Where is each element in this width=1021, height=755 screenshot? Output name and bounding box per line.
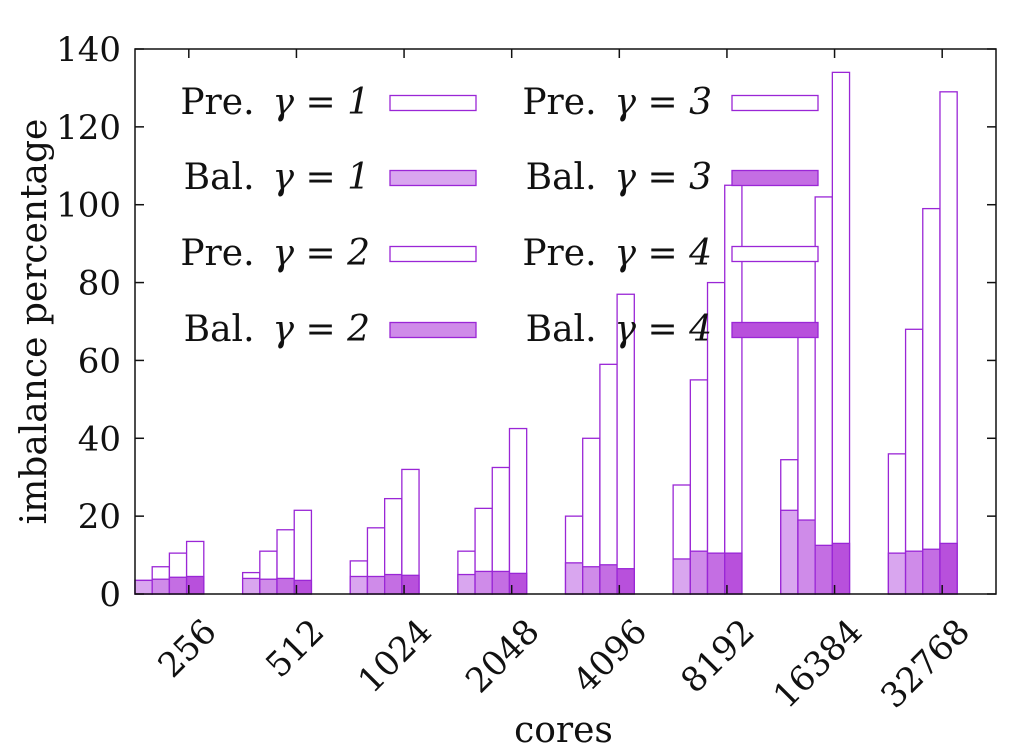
bar-bal-gamma1-1024 [349, 575, 369, 595]
legend-entry-label: Pre. γ = 2 [180, 233, 370, 274]
legend-swatch [389, 245, 477, 263]
bar-pre-gamma4-2048 [508, 427, 528, 595]
bar-bal-gamma3-32768 [922, 548, 941, 595]
legend-swatch [731, 94, 819, 112]
y-tick-label: 100 [56, 186, 121, 226]
x-tick-label: 2048 [458, 612, 547, 701]
x-tick-label: 4096 [566, 612, 655, 701]
bar-bal-gamma1-256 [134, 579, 153, 595]
bar-bal-gamma2-1024 [366, 575, 386, 595]
bar-bal-gamma3-512 [276, 577, 295, 595]
legend-swatch [731, 321, 819, 339]
legend-entry-label: Pre. γ = 1 [180, 82, 370, 123]
y-tick-label: 60 [78, 341, 121, 381]
legend-entry-label: Bal. γ = 4 [526, 309, 712, 350]
y-tick-label: 40 [78, 419, 121, 459]
bar-bal-gamma1-32768 [887, 552, 907, 595]
x-tick-label: 8192 [673, 612, 762, 701]
bar-bal-gamma1-16384 [780, 509, 799, 595]
legend-entry-label: Pre. γ = 3 [522, 82, 712, 123]
bar-bal-gamma3-256 [168, 576, 188, 595]
bar-pre-gamma3-32768 [922, 207, 941, 595]
bar-pre-gamma4-16384 [831, 71, 851, 595]
bar-bal-gamma3-16384 [814, 544, 834, 595]
bar-bal-gamma2-8192 [689, 550, 709, 595]
legend-swatch [731, 169, 819, 187]
bar-bal-gamma1-8192 [672, 558, 691, 595]
legend: Pre. γ = 1 Bal. γ = 1 Pre. γ = 2 Bal. γ = 2 Pre.… [180, 82, 819, 350]
x-axis-label: cores [514, 710, 613, 751]
legend-entry-label: Bal. γ = 1 [184, 157, 370, 198]
x-tick-label: 32768 [873, 612, 978, 717]
bar-bal-gamma2-256 [151, 578, 171, 595]
bar-bal-gamma2-2048 [474, 570, 493, 595]
bar-bal-gamma1-2048 [457, 573, 476, 595]
legend-entry-label: Bal. γ = 2 [184, 309, 370, 350]
legend-swatch [731, 245, 819, 263]
y-tick-label: 140 [56, 30, 121, 70]
x-tick-label: 16384 [766, 612, 871, 717]
axes-layer: 0 20 40 60 80 100 120 140 256 512 1024 2048 4096 8192… [56, 30, 997, 717]
bar-bal-gamma3-2048 [491, 570, 511, 595]
axis-labels: cores imbalance percentage [14, 119, 613, 751]
bar-bal-gamma2-512 [259, 578, 278, 595]
x-tick-label: 512 [258, 612, 332, 686]
bar-bal-gamma3-4096 [599, 564, 618, 595]
legend-swatch [389, 94, 477, 112]
bar-pre-gamma3-4096 [599, 363, 618, 595]
y-tick-label: 80 [78, 264, 121, 304]
y-axis-label: imbalance percentage [14, 119, 55, 525]
bar-bal-gamma1-4096 [564, 562, 584, 595]
legend-entry-label: Bal. γ = 3 [526, 157, 712, 198]
y-tick-label: 120 [56, 108, 121, 148]
bar-bal-gamma2-4096 [582, 566, 601, 595]
plot-frame [134, 48, 997, 595]
legend-swatch [389, 321, 477, 339]
x-tick-label: 256 [151, 612, 225, 686]
x-tick-label: 1024 [350, 612, 439, 701]
y-tick-label: 0 [99, 575, 121, 615]
bar-bal-gamma1-512 [241, 577, 261, 595]
bar-bal-gamma2-32768 [904, 550, 924, 595]
bar-pre-gamma4-32768 [939, 91, 958, 595]
legend-entry-label: Pre. γ = 4 [522, 233, 712, 274]
bar-bal-gamma2-16384 [797, 519, 816, 595]
bar-bal-gamma3-8192 [706, 552, 726, 595]
y-tick-label: 20 [78, 497, 121, 537]
bar-bal-gamma3-1024 [383, 573, 403, 595]
legend-swatch [389, 169, 477, 187]
